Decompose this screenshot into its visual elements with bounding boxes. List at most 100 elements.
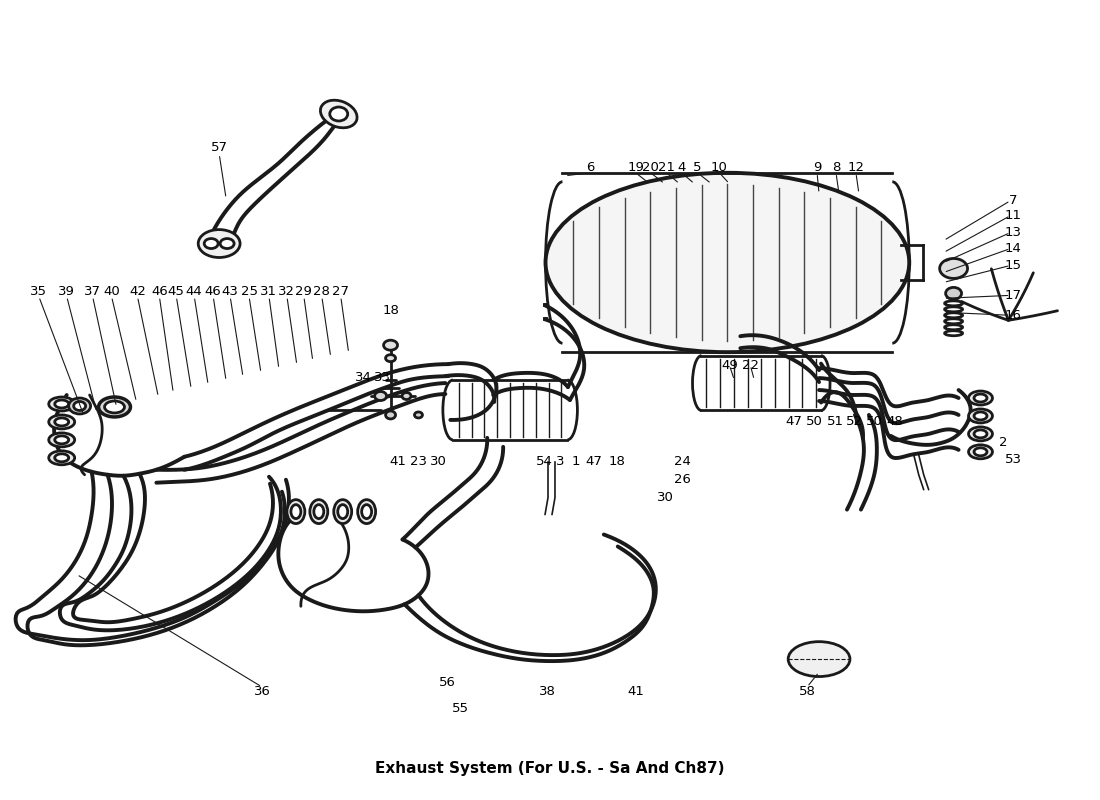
Ellipse shape xyxy=(55,436,68,444)
Text: 1: 1 xyxy=(572,455,580,468)
Text: 9: 9 xyxy=(813,162,822,174)
Text: 18: 18 xyxy=(608,455,625,468)
Text: 6: 6 xyxy=(585,162,594,174)
Text: 23: 23 xyxy=(410,455,427,468)
Text: 24: 24 xyxy=(674,455,691,468)
Text: 13: 13 xyxy=(1005,226,1022,239)
Ellipse shape xyxy=(546,173,910,352)
Text: 3: 3 xyxy=(556,455,564,468)
Text: 55: 55 xyxy=(452,702,469,715)
Text: 44: 44 xyxy=(186,285,202,298)
Ellipse shape xyxy=(338,505,348,518)
Text: 41: 41 xyxy=(627,686,645,698)
Ellipse shape xyxy=(48,433,75,447)
Text: 45: 45 xyxy=(168,285,185,298)
Text: 34: 34 xyxy=(355,370,372,383)
Text: Exhaust System (For U.S. - Sa And Ch87): Exhaust System (For U.S. - Sa And Ch87) xyxy=(375,762,725,776)
Ellipse shape xyxy=(974,448,987,456)
Ellipse shape xyxy=(968,409,992,423)
Ellipse shape xyxy=(55,418,68,426)
Ellipse shape xyxy=(48,397,75,411)
Ellipse shape xyxy=(362,505,372,518)
Ellipse shape xyxy=(974,430,987,438)
Ellipse shape xyxy=(104,401,124,413)
Text: 11: 11 xyxy=(1005,209,1022,222)
Ellipse shape xyxy=(415,412,422,418)
Text: 50: 50 xyxy=(867,415,883,429)
Text: 46: 46 xyxy=(151,285,167,298)
Text: 7: 7 xyxy=(1009,194,1018,207)
Text: 33: 33 xyxy=(374,370,392,383)
Ellipse shape xyxy=(946,287,961,299)
Text: 14: 14 xyxy=(1005,242,1022,255)
Text: 35: 35 xyxy=(31,285,47,298)
Ellipse shape xyxy=(974,412,987,420)
Text: 20: 20 xyxy=(642,162,659,174)
Text: 32: 32 xyxy=(278,285,296,298)
Text: 21: 21 xyxy=(658,162,675,174)
Ellipse shape xyxy=(968,445,992,458)
Ellipse shape xyxy=(290,505,301,518)
Text: 47: 47 xyxy=(585,455,603,468)
Text: 38: 38 xyxy=(539,686,556,698)
Text: 25: 25 xyxy=(241,285,257,298)
Ellipse shape xyxy=(55,400,68,408)
Text: 15: 15 xyxy=(1005,259,1022,272)
Text: 30: 30 xyxy=(657,491,674,504)
Ellipse shape xyxy=(48,451,75,465)
Text: 56: 56 xyxy=(439,675,455,689)
Text: 41: 41 xyxy=(389,455,406,468)
Ellipse shape xyxy=(789,642,850,677)
Ellipse shape xyxy=(68,398,90,414)
Text: 8: 8 xyxy=(832,162,840,174)
Text: 46: 46 xyxy=(205,285,221,298)
Text: 2: 2 xyxy=(999,436,1008,450)
Text: 16: 16 xyxy=(1005,309,1022,322)
Ellipse shape xyxy=(358,500,375,523)
Ellipse shape xyxy=(402,393,411,399)
Text: 47: 47 xyxy=(785,415,803,429)
Text: 42: 42 xyxy=(129,285,146,298)
Ellipse shape xyxy=(220,238,234,249)
Ellipse shape xyxy=(939,258,968,278)
Ellipse shape xyxy=(205,238,218,249)
Ellipse shape xyxy=(386,411,396,419)
Text: 51: 51 xyxy=(826,415,844,429)
Text: 18: 18 xyxy=(382,304,399,317)
Ellipse shape xyxy=(314,505,323,518)
Text: 37: 37 xyxy=(84,285,101,298)
Text: 12: 12 xyxy=(847,162,865,174)
Text: 54: 54 xyxy=(536,455,552,468)
Text: 36: 36 xyxy=(254,686,271,698)
Ellipse shape xyxy=(48,415,75,429)
Text: 17: 17 xyxy=(1005,289,1022,302)
Ellipse shape xyxy=(330,107,348,121)
Text: 57: 57 xyxy=(211,142,228,154)
Ellipse shape xyxy=(287,500,305,523)
Ellipse shape xyxy=(384,340,397,350)
Text: 53: 53 xyxy=(1005,454,1022,466)
Text: 39: 39 xyxy=(58,285,75,298)
Ellipse shape xyxy=(74,402,86,410)
Text: 52: 52 xyxy=(846,415,862,429)
Text: 43: 43 xyxy=(222,285,239,298)
Text: 29: 29 xyxy=(296,285,312,298)
Text: 19: 19 xyxy=(627,162,645,174)
Text: 30: 30 xyxy=(430,455,447,468)
Text: 31: 31 xyxy=(261,285,277,298)
Ellipse shape xyxy=(974,394,987,402)
Ellipse shape xyxy=(968,391,992,405)
Ellipse shape xyxy=(320,100,358,128)
Ellipse shape xyxy=(386,354,396,362)
Text: 26: 26 xyxy=(674,474,691,486)
Text: 48: 48 xyxy=(887,415,903,429)
Ellipse shape xyxy=(99,397,131,417)
Ellipse shape xyxy=(55,454,68,462)
Text: 27: 27 xyxy=(332,285,349,298)
Ellipse shape xyxy=(968,427,992,441)
Text: 28: 28 xyxy=(314,285,330,298)
Ellipse shape xyxy=(333,500,352,523)
Ellipse shape xyxy=(198,230,240,258)
Text: 49: 49 xyxy=(720,358,738,372)
Ellipse shape xyxy=(310,500,328,523)
